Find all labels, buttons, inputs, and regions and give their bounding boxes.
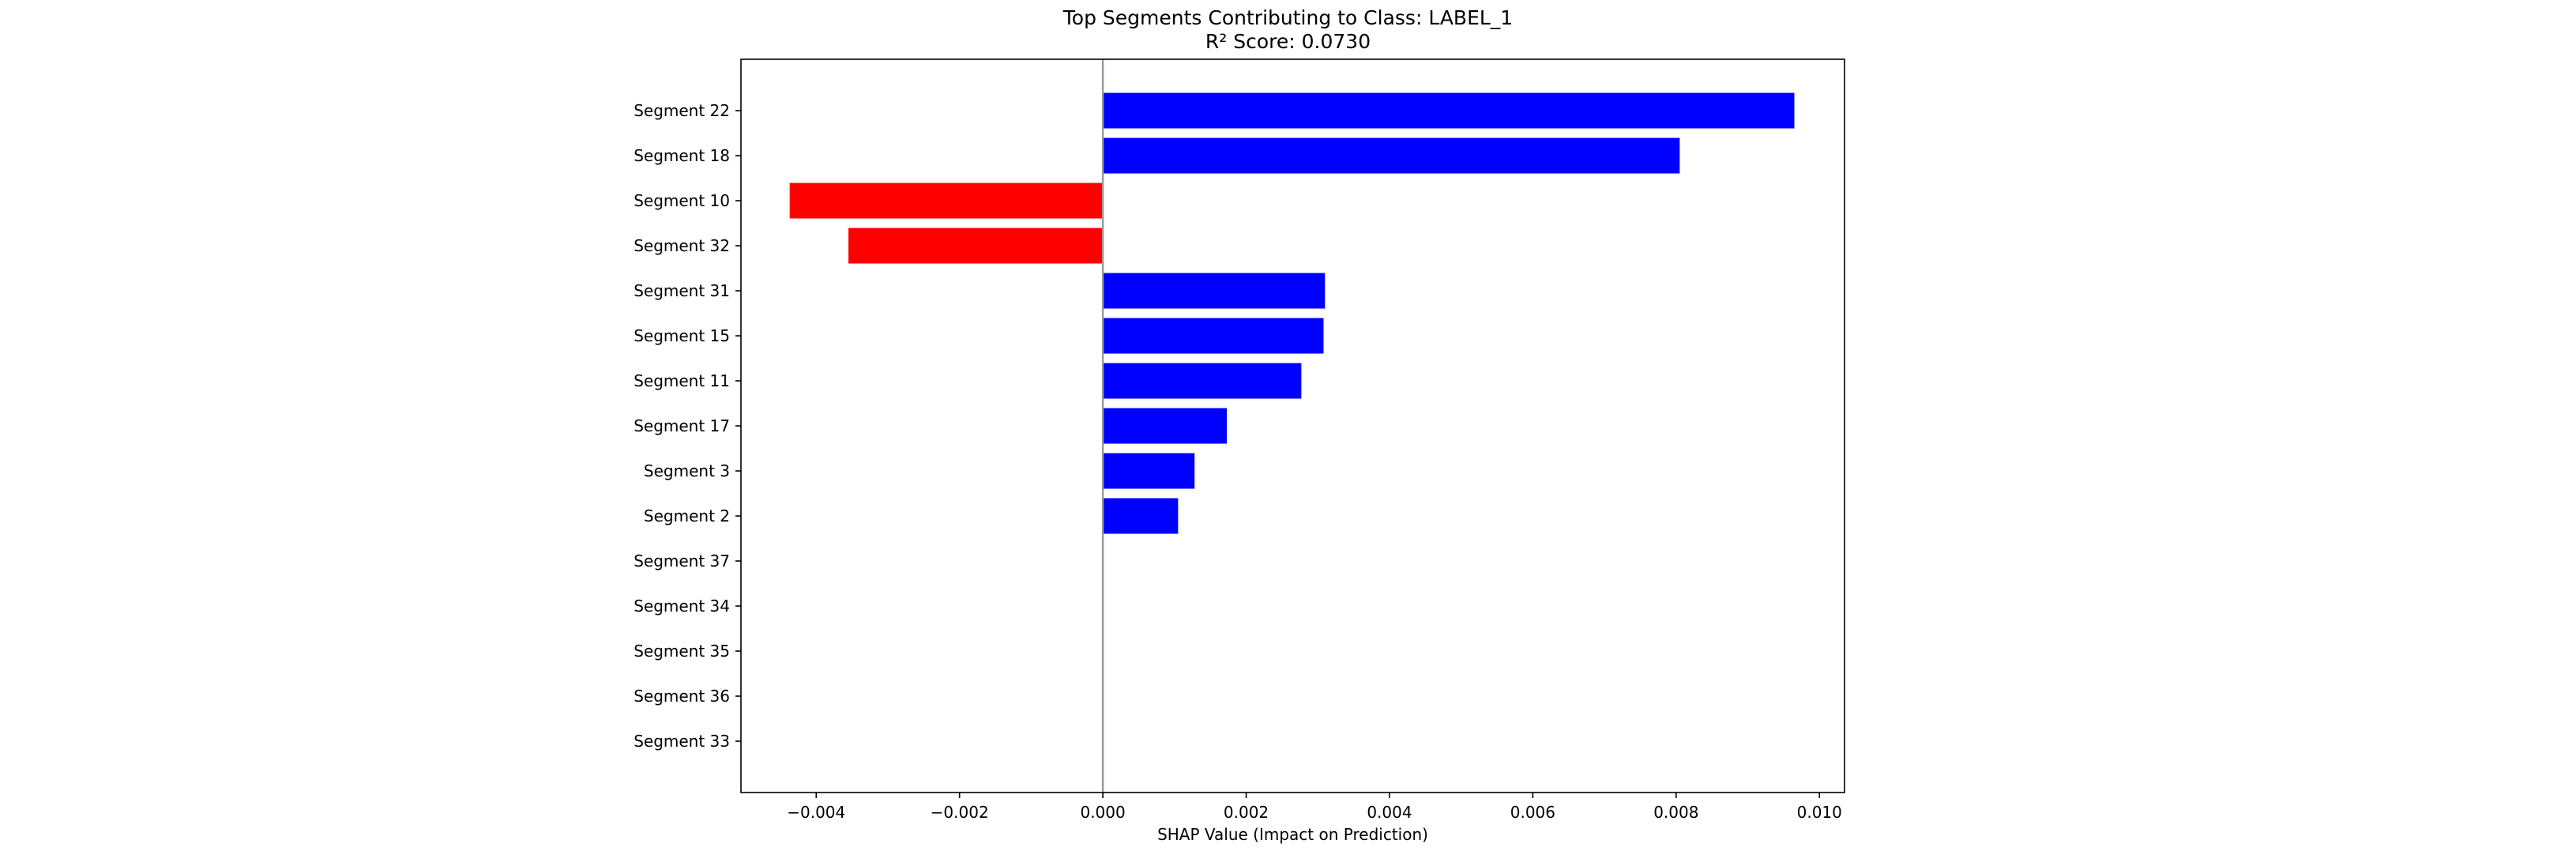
x-tick-label: −0.002	[931, 803, 989, 822]
x-tick-label: 0.000	[1080, 803, 1125, 822]
bar-segment-11	[1103, 363, 1302, 399]
x-tick-label: 0.004	[1367, 803, 1412, 822]
x-tick-label: 0.010	[1797, 803, 1842, 822]
bar-segment-15	[1103, 318, 1324, 354]
bar-segment-10	[789, 183, 1104, 219]
bar-segment-31	[1103, 273, 1326, 309]
bar-segment-18	[1103, 137, 1680, 174]
bar-segment-17	[1103, 408, 1228, 444]
y-tick-label: Segment 11	[634, 371, 730, 390]
y-tick-label: Segment 10	[634, 191, 730, 210]
chart-title: Top Segments Contributing to Class: LABE…	[1062, 6, 1514, 29]
x-axis-label: SHAP Value (Impact on Prediction)	[1157, 825, 1428, 844]
x-axis: −0.004 −0.002 0.000 0.002 0.004 0.006 0.008 0.0…	[787, 793, 1842, 822]
y-tick-label: Segment 33	[634, 732, 730, 751]
x-tick-label: −0.004	[787, 803, 845, 822]
bar-segment-22	[1103, 92, 1795, 129]
y-tick-label: Segment 22	[634, 101, 730, 120]
bars-layer	[789, 92, 1795, 534]
y-tick-label: Segment 15	[634, 326, 730, 345]
y-tick-label: Segment 18	[634, 146, 730, 165]
y-axis: Segment 22 Segment 18 Segment 10 Segment 32…	[634, 101, 741, 751]
y-tick-label: Segment 3	[644, 461, 730, 480]
bar-segment-32	[848, 228, 1104, 264]
y-tick-label: Segment 35	[634, 642, 730, 661]
x-tick-label: 0.002	[1224, 803, 1269, 822]
y-tick-label: Segment 37	[634, 552, 730, 570]
y-tick-label: Segment 34	[634, 597, 730, 616]
y-tick-label: Segment 31	[634, 281, 730, 300]
bar-segment-2	[1103, 498, 1179, 534]
y-tick-label: Segment 32	[634, 236, 730, 255]
bar-segment-3	[1103, 453, 1195, 489]
x-tick-label: 0.008	[1653, 803, 1698, 822]
chart-subtitle: R² Score: 0.0730	[1205, 30, 1371, 53]
y-tick-label: Segment 36	[634, 687, 730, 706]
x-tick-label: 0.006	[1510, 803, 1555, 822]
y-tick-label: Segment 2	[644, 506, 730, 525]
y-tick-label: Segment 17	[634, 416, 730, 435]
